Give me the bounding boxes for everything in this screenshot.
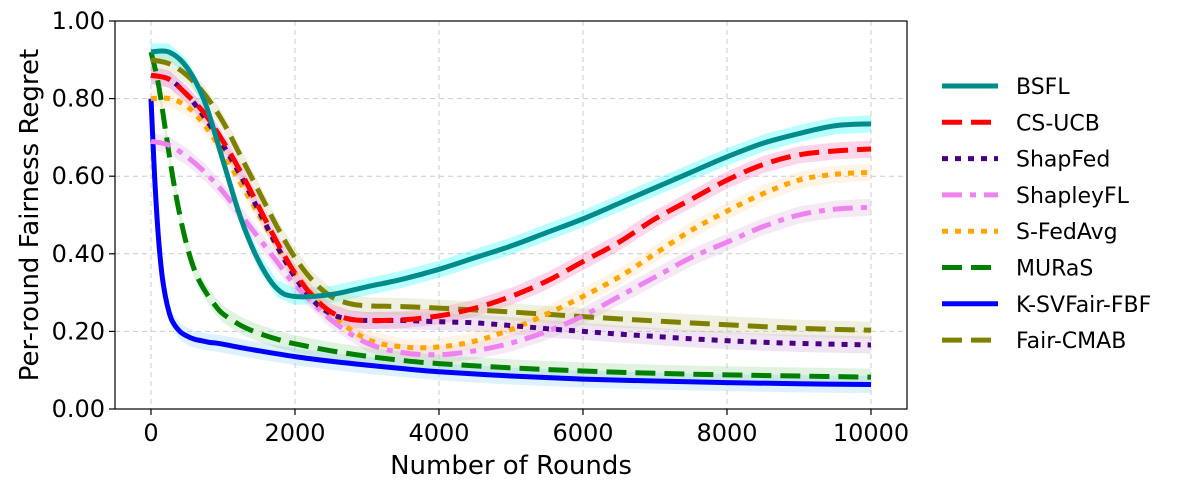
- x-tick-label: 0: [143, 419, 158, 447]
- x-tick-label: 2000: [264, 419, 325, 447]
- legend-label: CS-UCB: [1016, 111, 1100, 136]
- y-axis-label: Per-round Fairness Regret: [15, 49, 45, 381]
- confidence-bands: [151, 43, 871, 394]
- series-line: [150, 48, 872, 300]
- series-lines: [148, 48, 872, 388]
- series-band: [151, 132, 871, 364]
- legend-label: BSFL: [1016, 75, 1070, 100]
- series-line: [150, 72, 872, 324]
- legend-label: Fair-CMAB: [1016, 329, 1126, 354]
- series-line: [148, 51, 872, 380]
- y-tick-label: 0.80: [52, 85, 105, 113]
- series-line: [150, 138, 872, 358]
- series-line: [148, 98, 872, 388]
- legend: BSFL CS-UCB ShapFed ShapleyFL S-FedAvg MURaS K…: [942, 75, 1151, 354]
- x-tick-label: 10000: [833, 419, 909, 447]
- x-tick-label: 8000: [696, 419, 757, 447]
- y-tick-label: 0.20: [52, 317, 105, 345]
- y-tick-label: 0.40: [52, 240, 105, 268]
- legend-label: S-FedAvg: [1016, 220, 1118, 245]
- legend-label: K-SVFair-FBF: [1016, 293, 1151, 318]
- series-band: [151, 43, 871, 306]
- legend-label: ShapFed: [1016, 148, 1110, 173]
- x-tick-label: 6000: [552, 419, 613, 447]
- axis-ticks: 0 2000 4000 6000 8000 10000 0.00 0.20 0.40 0.60 0.…: [52, 7, 910, 447]
- x-tick-label: 4000: [408, 419, 469, 447]
- legend-label: MURaS: [1016, 257, 1093, 282]
- plot-frame: [114, 20, 908, 410]
- y-tick-label: 0.60: [52, 162, 105, 190]
- y-tick-label: 0.00: [52, 395, 105, 423]
- x-axis-label: Number of Rounds: [390, 451, 632, 481]
- legend-label: ShapleyFL: [1016, 184, 1130, 209]
- y-tick-label: 1.00: [52, 7, 105, 35]
